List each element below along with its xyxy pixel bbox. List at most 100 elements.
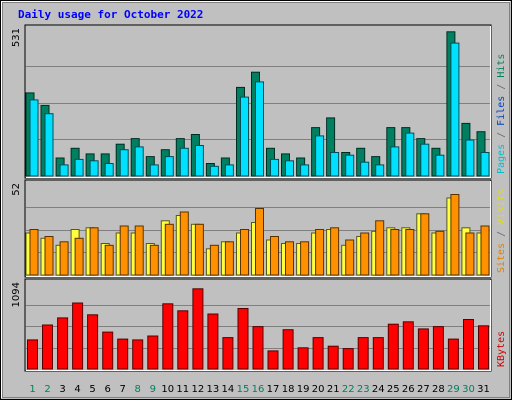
bar-hits-files-day-30 <box>465 139 475 177</box>
bar-hits-files-day-20 <box>315 135 325 177</box>
bar-visits-sites-day-25 <box>390 229 400 276</box>
bar-kbytes-kbytes-day-18 <box>282 329 294 370</box>
bar-hits-files-day-9 <box>149 164 159 177</box>
bar-visits-sites-day-6 <box>104 244 114 276</box>
side-legend-part: KBytes <box>496 331 507 367</box>
bar-kbytes-kbytes-day-28 <box>432 326 444 370</box>
bar-kbytes-kbytes-day-9 <box>147 335 159 370</box>
side-legend-part: / <box>496 126 507 144</box>
x-tick-label-day-30: 30 <box>462 384 475 395</box>
bar-hits-files-day-17 <box>270 158 279 177</box>
bar-kbytes-kbytes-day-30 <box>463 319 474 370</box>
x-tick-label-day-29: 29 <box>447 384 460 395</box>
bar-kbytes-kbytes-day-8 <box>132 339 144 370</box>
bar-visits-sites-day-5 <box>89 227 99 276</box>
x-tick-label-day-15: 15 <box>237 384 250 395</box>
side-legend-part: / <box>496 78 507 96</box>
bar-visits-sites-day-14 <box>224 241 234 276</box>
bar-visits-sites-day-15 <box>240 229 249 276</box>
bar-kbytes-kbytes-day-25 <box>387 323 399 370</box>
x-tick-label-day-1: 1 <box>29 384 35 395</box>
x-tick-label-day-28: 28 <box>432 384 445 395</box>
bar-visits-sites-day-17 <box>270 236 279 276</box>
bar-hits-files-day-25 <box>390 146 400 177</box>
bar-kbytes-kbytes-day-2 <box>42 324 53 370</box>
bar-kbytes-kbytes-day-31 <box>478 325 489 370</box>
bar-kbytes-kbytes-day-7 <box>117 338 129 370</box>
bar-visits-sites-day-19 <box>300 241 310 276</box>
bar-visits-sites-day-31 <box>480 225 490 276</box>
x-tick-label-day-21: 21 <box>327 384 340 395</box>
bar-hits-files-day-26 <box>405 132 415 177</box>
bar-hits-files-day-14 <box>224 164 234 177</box>
bar-hits-files-day-8 <box>134 146 144 177</box>
bar-hits-files-day-31 <box>480 152 490 177</box>
bar-visits-sites-day-20 <box>315 229 325 276</box>
chart-title: Daily usage for October 2022 <box>18 8 203 21</box>
bar-kbytes-kbytes-day-20 <box>312 337 324 370</box>
x-tick-label-day-22: 22 <box>342 384 355 395</box>
x-tick-label-day-4: 4 <box>74 384 80 395</box>
bar-visits-sites-day-29 <box>450 194 460 276</box>
bar-kbytes-kbytes-day-24 <box>372 337 384 370</box>
bar-hits-files-day-1 <box>29 99 39 177</box>
x-tick-label-day-20: 20 <box>312 384 325 395</box>
x-tick-label-day-17: 17 <box>267 384 280 395</box>
side-legend-hits: Pages / Files / Hits <box>496 54 507 174</box>
bar-visits-sites-day-30 <box>465 232 475 276</box>
bar-kbytes-kbytes-day-19 <box>297 347 309 370</box>
bar-visits-sites-day-10 <box>164 223 174 276</box>
bar-visits-sites-day-7 <box>119 225 129 276</box>
bar-hits-files-day-29 <box>450 42 460 177</box>
bar-hits-files-day-18 <box>285 160 294 177</box>
bar-hits-files-day-6 <box>104 163 114 177</box>
bar-visits-sites-day-23 <box>360 232 370 276</box>
bar-hits-files-day-7 <box>119 149 129 177</box>
side-legend-visits: Sites / Visits <box>496 189 507 273</box>
x-tick-label-day-5: 5 <box>89 384 95 395</box>
x-tick-label-day-13: 13 <box>207 384 220 395</box>
bar-kbytes-kbytes-day-5 <box>87 314 99 370</box>
bar-visits-sites-day-11 <box>179 211 189 276</box>
bar-kbytes-kbytes-day-15 <box>237 308 249 370</box>
bar-hits-files-day-21 <box>330 152 340 177</box>
x-tick-label-day-25: 25 <box>387 384 400 395</box>
x-tick-label-day-26: 26 <box>402 384 415 395</box>
bar-kbytes-kbytes-day-4 <box>72 302 84 370</box>
bar-visits-sites-day-2 <box>44 236 54 276</box>
x-tick-label-day-23: 23 <box>357 384 370 395</box>
x-tick-label-day-2: 2 <box>44 384 50 395</box>
bar-kbytes-kbytes-day-16 <box>252 326 264 370</box>
bar-visits-sites-day-8 <box>134 225 144 276</box>
y-max-label-visits: 52 <box>11 183 22 196</box>
bar-hits-files-day-15 <box>240 96 249 177</box>
side-legend-kbytes: KBytes <box>496 331 507 367</box>
bar-kbytes-kbytes-day-12 <box>192 288 204 370</box>
x-tick-label-day-7: 7 <box>120 384 126 395</box>
bar-visits-sites-day-16 <box>255 208 264 276</box>
bar-kbytes-kbytes-day-29 <box>447 338 459 370</box>
x-tick-label-day-18: 18 <box>282 384 295 395</box>
bar-kbytes-kbytes-day-14 <box>222 337 234 370</box>
side-legend-part: Hits <box>496 54 507 78</box>
bar-hits-files-day-12 <box>194 145 204 177</box>
bar-visits-sites-day-27 <box>420 213 430 276</box>
bar-visits-sites-day-22 <box>345 239 355 276</box>
x-tick-label-day-9: 9 <box>150 384 156 395</box>
panel-kbytes: 1094 KBytes <box>11 278 507 372</box>
bar-kbytes-kbytes-day-27 <box>417 328 429 370</box>
bar-kbytes-kbytes-day-26 <box>402 321 414 370</box>
bar-hits-files-day-23 <box>360 161 370 177</box>
x-tick-label-day-14: 14 <box>222 384 235 395</box>
x-tick-label-day-11: 11 <box>176 384 189 395</box>
bar-kbytes-kbytes-day-21 <box>327 345 339 370</box>
side-legend-part: Visits <box>496 189 507 225</box>
bar-hits-files-day-27 <box>420 143 430 177</box>
bar-kbytes-kbytes-day-10 <box>162 303 174 370</box>
bar-hits-files-day-3 <box>59 164 69 177</box>
bar-visits-sites-day-26 <box>405 229 415 276</box>
x-tick-label-day-16: 16 <box>252 384 265 395</box>
x-tick-label-day-12: 12 <box>192 384 205 395</box>
